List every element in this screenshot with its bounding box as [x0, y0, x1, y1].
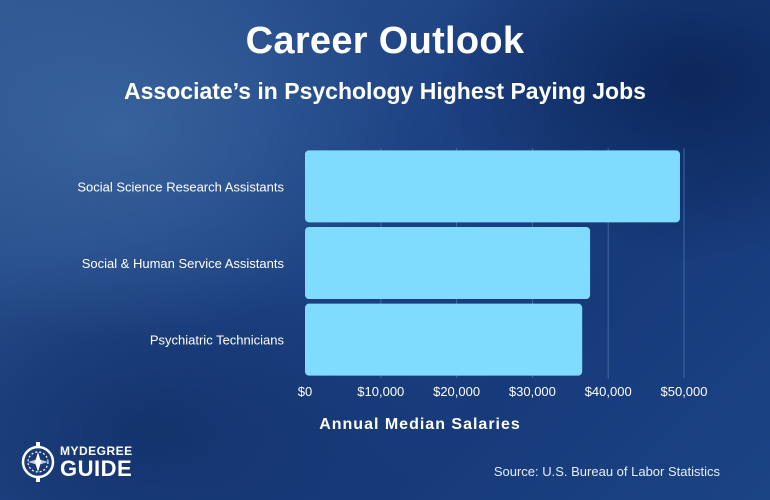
category-labels: Social Science Research Assistants Social…	[77, 179, 284, 347]
x-tick-labels: $0 $10,000 $20,000 $30,000 $40,000 $50,000	[298, 384, 708, 399]
x-axis-title: Annual Median Salaries	[319, 416, 521, 433]
logo-text-bottom: GUIDE	[60, 456, 133, 481]
x-tick-label: $30,000	[509, 384, 556, 399]
chart-title: Career Outlook	[245, 20, 525, 62]
chart-subtitle: Associate’s in Psychology Highest Paying…	[124, 78, 646, 104]
category-label: Social & Human Service Assistants	[82, 256, 285, 271]
x-tick-label: $20,000	[433, 384, 480, 399]
bars	[305, 150, 680, 376]
bar	[305, 303, 583, 376]
source-note: Source: U.S. Bureau of Labor Statistics	[493, 464, 720, 479]
x-tick-label: $0	[298, 384, 312, 399]
logo-text-top: MYDEGREE	[60, 444, 133, 458]
mydegree-guide-logo: MYDEGREE GUIDE	[20, 441, 150, 483]
category-label: Psychiatric Technicians	[150, 333, 285, 348]
category-label: Social Science Research Assistants	[77, 179, 284, 194]
bar	[305, 227, 591, 299]
x-tick-label: $10,000	[357, 384, 404, 399]
compass-icon	[21, 442, 55, 482]
bar	[305, 150, 680, 223]
x-tick-label: $40,000	[585, 384, 632, 399]
x-tick-label: $50,000	[661, 384, 708, 399]
